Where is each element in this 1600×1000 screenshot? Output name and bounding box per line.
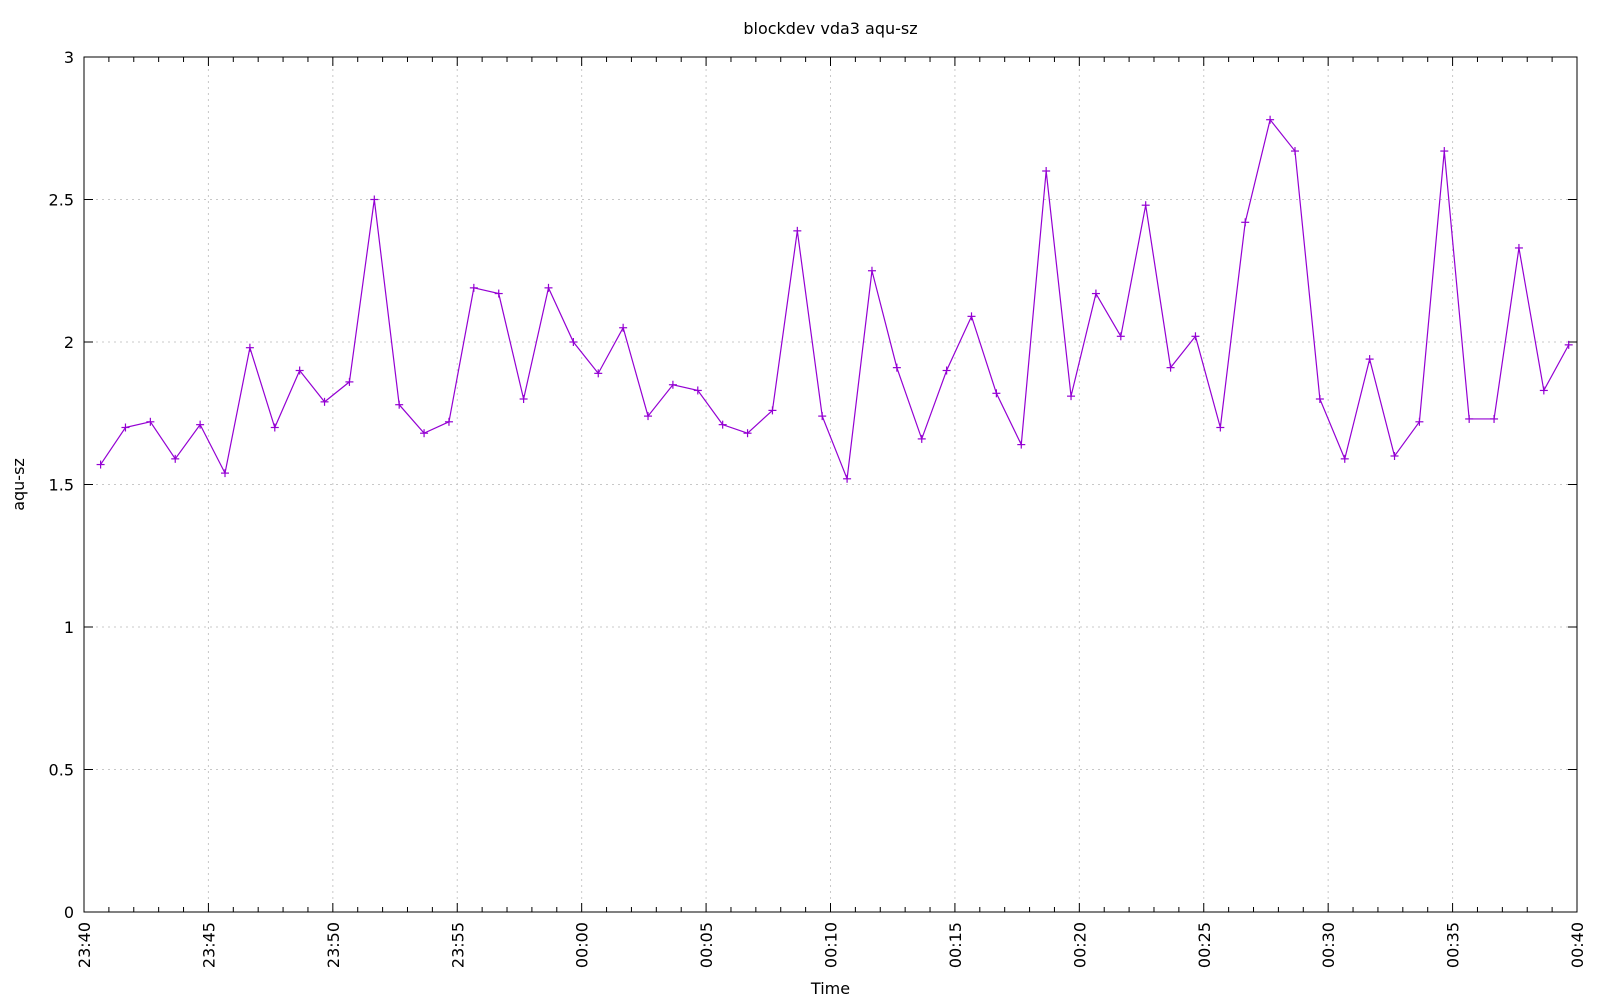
data-point	[519, 395, 528, 403]
y-tick-label: 1.5	[49, 476, 74, 495]
y-tick-label: 0.5	[49, 761, 74, 780]
data-point	[1440, 147, 1449, 156]
data-point	[992, 389, 1001, 398]
data-point	[967, 312, 976, 321]
x-tick-label: 00:35	[1444, 922, 1463, 968]
data-point	[196, 420, 205, 429]
data-point	[768, 406, 777, 415]
chart-title: blockdev vda3 aqu-sz	[743, 19, 917, 38]
y-tick-label: 1	[64, 618, 74, 637]
data-point	[793, 226, 802, 235]
data-point	[1390, 452, 1399, 460]
data-point	[1365, 355, 1374, 364]
data-point	[1564, 340, 1573, 349]
x-tick-label: 00:40	[1568, 922, 1587, 968]
data-point	[569, 338, 578, 346]
data-point	[444, 417, 453, 426]
data-point	[146, 417, 155, 426]
data-point	[644, 412, 653, 421]
data-point	[395, 400, 404, 409]
data-point	[494, 289, 503, 298]
y-tick-label: 2.5	[49, 191, 74, 210]
data-point	[1340, 454, 1349, 463]
data-point	[843, 474, 852, 483]
data-point	[96, 460, 105, 469]
x-tick-label: 23:50	[324, 922, 343, 968]
data-point	[1091, 289, 1100, 298]
data-point	[420, 429, 429, 438]
data-point	[1315, 395, 1324, 403]
y-tick-label: 3	[64, 48, 74, 67]
data-point	[1290, 147, 1299, 156]
data-point	[818, 412, 827, 421]
data-point	[270, 423, 279, 432]
data-point	[867, 266, 876, 275]
data-point	[1241, 218, 1250, 227]
tick-labels: 0 0.5 1 1.5 2 2.5 3 23:40 23:45 23:50 23:55 00:00 00…	[49, 48, 1587, 968]
data-point	[668, 380, 677, 389]
x-tick-label: 00:20	[1070, 922, 1089, 968]
grid	[84, 57, 1577, 912]
data-point	[1514, 243, 1523, 252]
data-point	[1067, 392, 1076, 401]
data-point	[743, 429, 752, 438]
x-tick-label: 23:45	[199, 922, 218, 968]
x-tick-label: 00:00	[573, 922, 592, 968]
data-point	[1539, 386, 1548, 395]
data-point	[1141, 201, 1150, 210]
data-point	[619, 323, 628, 332]
data-point	[917, 434, 926, 443]
data-point	[1166, 363, 1175, 372]
x-tick-label: 00:25	[1195, 922, 1214, 968]
x-tick-label: 00:15	[946, 922, 965, 968]
y-axis-label: aqu-sz	[9, 458, 28, 511]
data-point	[544, 283, 553, 292]
data-point	[345, 377, 354, 386]
data-point	[1017, 440, 1026, 449]
data-point	[1490, 414, 1499, 423]
data-point	[1216, 423, 1225, 432]
data-point	[1465, 414, 1474, 423]
x-tick-label: 23:55	[448, 922, 467, 968]
data-point	[693, 386, 702, 395]
series	[96, 115, 1573, 483]
data-point	[1266, 115, 1275, 124]
data-point	[718, 420, 727, 429]
x-tick-label: 23:40	[75, 922, 94, 968]
data-point	[1191, 332, 1200, 341]
data-point	[469, 283, 478, 292]
x-tick-label: 00:05	[697, 922, 716, 968]
data-point	[1042, 167, 1051, 175]
data-point	[121, 423, 130, 432]
data-point	[942, 366, 951, 375]
x-tick-label: 00:10	[822, 922, 841, 968]
data-point	[892, 363, 901, 372]
data-point	[171, 454, 180, 463]
data-point	[1415, 417, 1424, 426]
series-line	[100, 118, 1570, 480]
y-tick-label: 0	[64, 903, 74, 922]
data-point	[320, 397, 329, 406]
data-point	[1116, 332, 1125, 341]
data-point	[370, 195, 379, 204]
data-point	[594, 369, 603, 378]
y-tick-label: 2	[64, 333, 74, 352]
data-point	[221, 469, 230, 478]
x-axis-label: Time	[810, 979, 850, 998]
axis-ticks	[83, 56, 1578, 913]
data-point	[245, 343, 254, 352]
data-point	[295, 366, 304, 375]
x-tick-label: 00:30	[1319, 922, 1338, 968]
